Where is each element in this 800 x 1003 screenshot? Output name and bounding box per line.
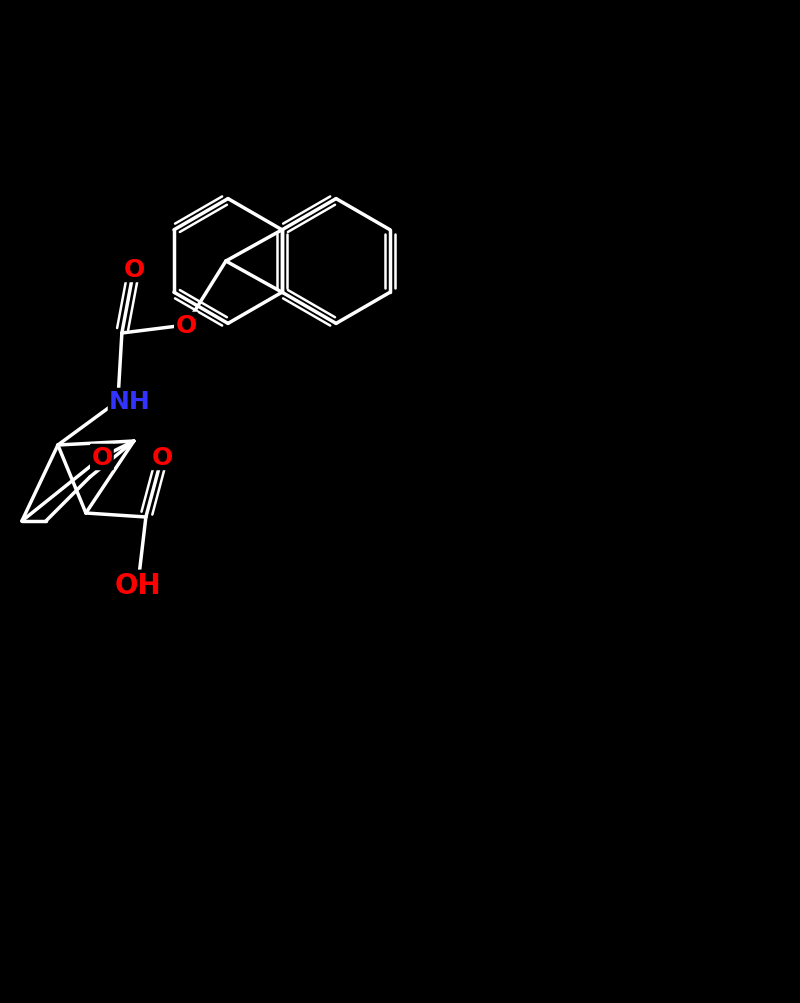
Text: O: O bbox=[123, 258, 145, 282]
Text: NH: NH bbox=[109, 389, 150, 413]
Text: O: O bbox=[175, 314, 197, 338]
Text: OH: OH bbox=[114, 572, 161, 600]
Text: O: O bbox=[91, 445, 113, 469]
Text: O: O bbox=[151, 445, 173, 469]
